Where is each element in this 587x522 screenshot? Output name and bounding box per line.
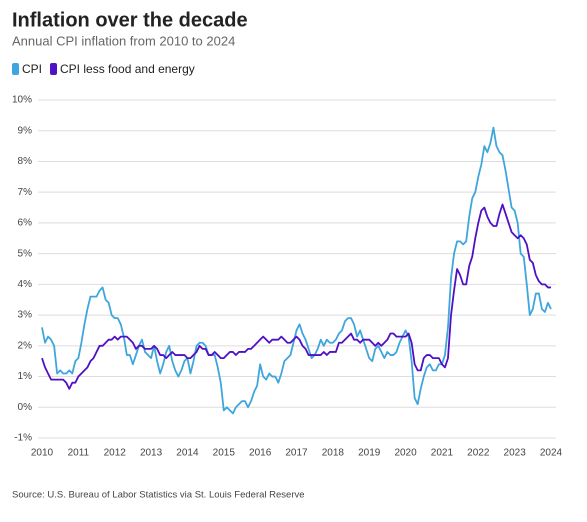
x-tick-label: 2011 [68,448,90,459]
y-tick-label: 5% [18,248,33,259]
chart-subtitle: Annual CPI inflation from 2010 to 2024 [12,33,235,48]
source-note: Source: U.S. Bureau of Labor Statistics … [12,490,305,501]
y-tick-label: 2% [18,340,33,351]
y-tick-label: 7% [18,187,33,198]
series-line [41,203,551,390]
legend-swatch [12,63,19,75]
legend-label: CPI less food and energy [60,62,195,76]
y-tick-label: 0% [18,402,33,413]
x-tick-label: 2012 [104,448,127,459]
x-tick-label: 2019 [358,448,381,459]
chart-title: Inflation over the decade [12,9,248,31]
y-tick-label: 6% [18,218,33,229]
x-tick-label: 2015 [213,448,236,459]
x-tick-label: 2017 [285,448,308,459]
x-tick-label: 2021 [431,448,454,459]
y-tick-label: 3% [18,310,33,321]
y-tick-label: 10% [12,95,32,106]
x-tick-label: 2016 [249,448,272,459]
x-tick-label: 2013 [140,448,163,459]
y-tick-label: -1% [14,433,32,444]
x-tick-label: 2022 [467,448,490,459]
y-tick-label: 8% [18,156,33,167]
y-tick-label: 4% [18,279,33,290]
y-tick-label: 9% [18,125,33,136]
x-tick-label: 2018 [322,448,345,459]
x-tick-label: 2010 [31,448,54,459]
series-line [41,126,552,415]
x-tick-label: 2014 [176,448,199,459]
x-tick-label: 2020 [394,448,417,459]
legend-label: CPI [22,62,42,76]
x-tick-label: 2023 [504,448,527,459]
legend-swatch [50,63,58,75]
x-tick-label: 2024 [540,448,563,459]
y-tick-label: 1% [18,371,33,382]
